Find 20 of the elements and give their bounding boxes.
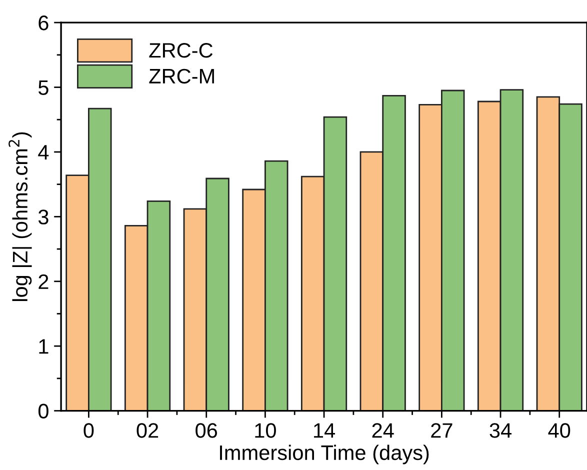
y-tick-label: 5 — [38, 80, 48, 96]
x-tick-label: 0 — [84, 423, 94, 438]
x-tick-label: 02 — [136, 423, 158, 438]
y-tick-label: 0 — [38, 404, 48, 419]
x-tick-label: 10 — [255, 423, 276, 438]
x-tick-label: 06 — [196, 423, 218, 438]
legend-label: ZRC-C — [149, 43, 213, 58]
legend-label: ZRC-M — [149, 68, 214, 84]
x-tick-label: 24 — [372, 423, 394, 438]
y-tick-label: 2 — [38, 274, 48, 289]
y-tick-label: 3 — [38, 210, 48, 224]
y-tick-label: 4 — [38, 145, 49, 160]
y-tick-label: 1 — [39, 339, 48, 354]
y-axis-title: log |Z| (ohms.cm$^{2}$) — [8, 132, 32, 301]
x-tick-label: 40 — [548, 423, 570, 438]
y-tick-label: 6 — [38, 16, 48, 30]
x-tick-label: 27 — [431, 423, 452, 438]
x-tick-label: 34 — [490, 423, 512, 438]
x-tick-label: 14 — [314, 423, 335, 438]
x-axis-title: Immersion Time (days) — [220, 444, 429, 464]
